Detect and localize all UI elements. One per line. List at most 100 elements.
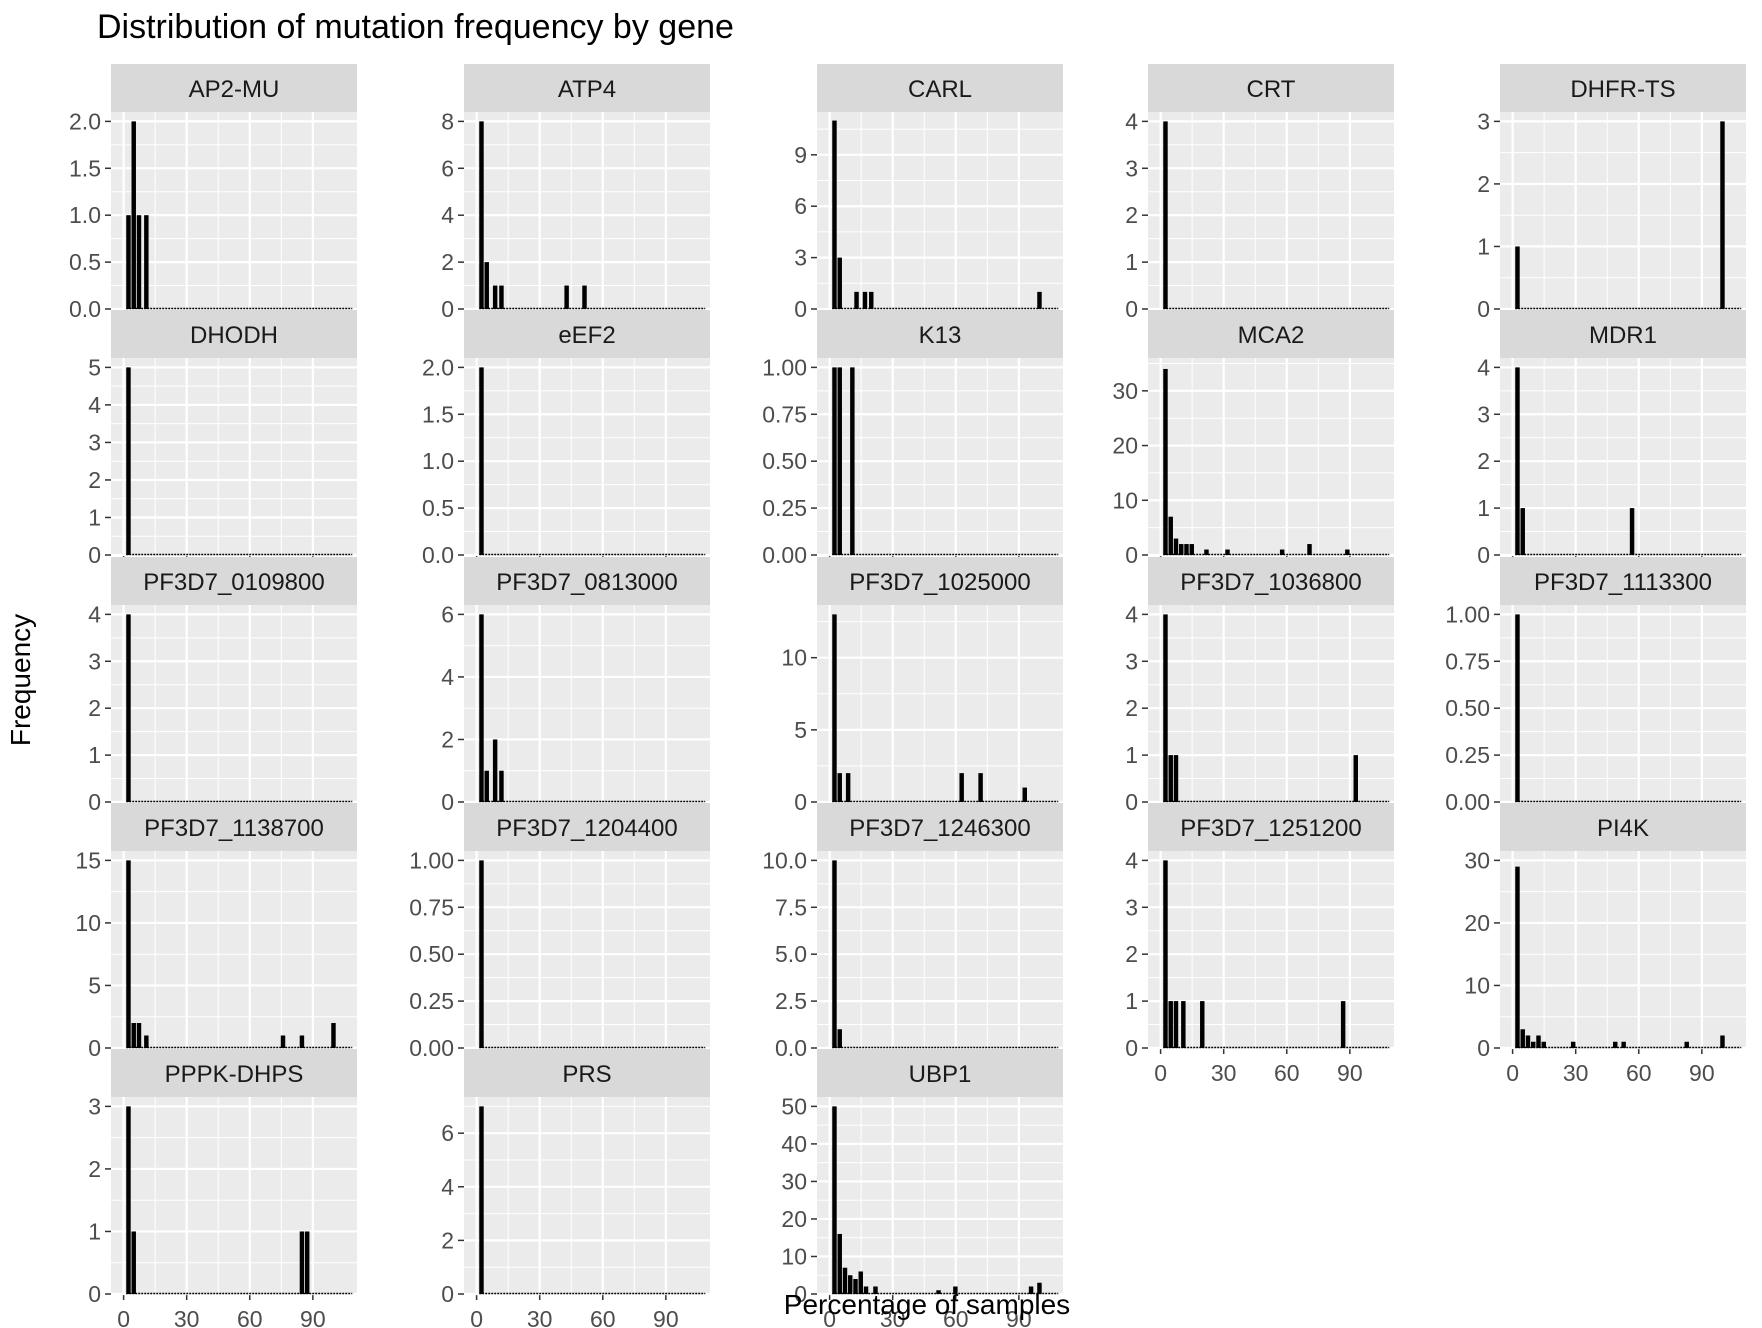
panel-background [464,112,710,309]
histogram-bar [1037,291,1042,309]
facet-strip-label: CRT [1247,76,1296,103]
y-axis-title: Frequency [5,614,36,746]
facet-pf3d7-1036800: PF3D7_1036800030609001234 [1125,557,1394,840]
facet-strip-label: PF3D7_1025000 [849,569,1030,596]
histogram-bar [1515,367,1520,555]
facet-strip [817,310,1063,358]
facet-strip [464,803,710,851]
y-tick-label: 1 [1125,249,1138,275]
histogram-bar [1570,1041,1576,1048]
histogram-bar [1621,1041,1626,1048]
histogram-bar [832,614,837,802]
facet-strip-label: eEF2 [558,322,615,349]
histogram-bar [832,1106,837,1294]
y-tick-label: 1.5 [69,155,101,181]
histogram-bar [304,1231,310,1294]
x-tick-label: 90 [300,1306,326,1328]
y-tick-label: 0 [88,789,101,815]
y-tick-label: 0.00 [762,542,807,568]
histogram-bar [837,1029,842,1048]
y-tick-label: 2 [441,1227,454,1253]
y-tick-label: 0 [88,1281,101,1307]
facet-eef2: eEF203060900.00.51.01.52.0 [422,310,710,593]
y-tick-label: 0 [441,789,454,815]
histogram-bar [1613,1041,1618,1048]
y-tick-label: 1 [1477,495,1490,521]
y-tick-label: 8 [441,108,454,134]
y-tick-label: 0.75 [409,894,454,920]
histogram-bar [1279,549,1285,555]
histogram-bar [1173,1001,1179,1048]
histogram-bar [144,215,149,309]
histogram-bar [837,367,842,555]
y-tick-label: 6 [441,155,454,181]
x-tick-label: 0 [823,1306,836,1328]
panel-background [111,851,357,1048]
histogram-bar [492,739,498,802]
histogram-bar [1541,1041,1546,1048]
panel-background [464,851,710,1048]
facet-strip-label: PF3D7_1204400 [496,815,677,842]
y-tick-label: 4 [1125,601,1138,627]
histogram-bar [1163,614,1168,802]
x-axis-title: Percentage of samples [784,1289,1070,1320]
facet-strip-label: CARL [908,76,972,103]
facet-k13: K1303060900.000.250.500.751.00 [762,310,1063,593]
facet-pf3d7-1025000: PF3D7_102500003060900510 [781,557,1063,840]
facet-strip [111,64,357,112]
y-tick-label: 3 [794,245,807,271]
y-tick-label: 3 [88,429,101,455]
facet-pi4k: PI4K 0 30 60 90 0 10 20 30 [1464,803,1746,1086]
histogram-bar [863,1286,869,1294]
histogram-bar [1515,614,1520,802]
y-tick-label: 1.0 [69,202,101,228]
histogram-bar [978,773,983,802]
histogram-bar [126,367,131,555]
panel-background [1148,358,1394,555]
y-tick-label: 20 [781,1206,807,1232]
y-tick-label: 2 [1125,202,1138,228]
histogram-bar [1163,121,1168,309]
facet-strip-label: PF3D7_1138700 [144,815,324,842]
facet-strip [1500,557,1746,605]
y-tick-label: 0 [794,296,807,322]
histogram-bar [832,367,837,555]
facet-panels: AP2-MU03060900.00.51.01.52.0ATP403060900… [69,64,1746,1328]
y-tick-label: 5 [88,354,101,380]
histogram-bar [1520,1029,1525,1048]
histogram-bar [1629,508,1635,555]
panel-background [464,605,710,802]
histogram-bar [299,1035,305,1048]
histogram-bar [1189,544,1194,555]
histogram-bar [131,1022,136,1048]
y-tick-label: 0.00 [409,1035,454,1061]
y-tick-label: 0 [1125,542,1138,568]
facet-prs: PRS 0 30 60 90 0 2 4 6 [441,1049,710,1328]
histogram-bar [1307,544,1312,555]
histogram-bar [479,121,484,309]
y-tick-label: 0.75 [1445,648,1490,674]
histogram-bar [873,1286,878,1294]
facet-crt: CRT030609001234 [1125,64,1394,347]
facet-strip-label: ATP4 [558,76,616,103]
y-tick-label: 0.50 [1445,695,1490,721]
y-tick-label: 0.00 [1445,789,1490,815]
facet-strip-label: PPPK-DHPS [165,1061,304,1088]
y-tick-label: 9 [794,142,807,168]
histogram-bar [136,215,142,309]
histogram-bar [1345,549,1350,555]
y-tick-label: 10 [1464,972,1490,998]
histogram-bar [1720,121,1725,309]
facet-strip [464,64,710,112]
histogram-bar [492,285,498,309]
x-tick-label: 30 [1211,1060,1237,1086]
facet-strip [111,310,357,358]
x-tick-label: 0 [117,1306,130,1328]
histogram-bar [1720,1035,1725,1048]
histogram-bar [953,1286,958,1294]
histogram-bar [832,860,837,1048]
y-tick-label: 0.25 [1445,742,1490,768]
y-tick-label: 5.0 [775,941,807,967]
y-tick-label: 4 [441,1174,454,1200]
facet-strip [1148,803,1394,851]
